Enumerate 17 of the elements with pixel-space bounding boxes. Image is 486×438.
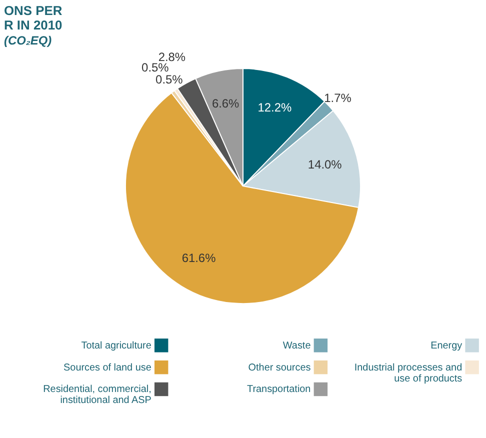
legend-label: Total agriculture xyxy=(81,340,152,352)
text: ONS PER xyxy=(4,2,62,18)
data-label: 1.7% xyxy=(324,90,352,105)
data-label: 0.5% xyxy=(156,72,184,87)
legend-label: Waste xyxy=(282,340,312,352)
legend-label: Energy xyxy=(430,340,462,352)
data-label: 14.0% xyxy=(308,158,342,172)
data-label: 12.2% xyxy=(258,100,292,115)
legend-label: Residential, commercial, institutional and ASP xyxy=(43,384,152,406)
legend-label: Other sources xyxy=(248,362,311,374)
chart-subtitle: (CO₂EQ) xyxy=(4,34,52,48)
data-label: 6.6% xyxy=(212,96,240,110)
legend-label: Transportation xyxy=(247,384,311,396)
legend-label: Industrial processes and use of products xyxy=(354,362,462,384)
text: R IN 2010 xyxy=(4,18,62,33)
legend-label: Sources of land use xyxy=(64,362,152,374)
data-label: 61.6% xyxy=(182,251,216,266)
